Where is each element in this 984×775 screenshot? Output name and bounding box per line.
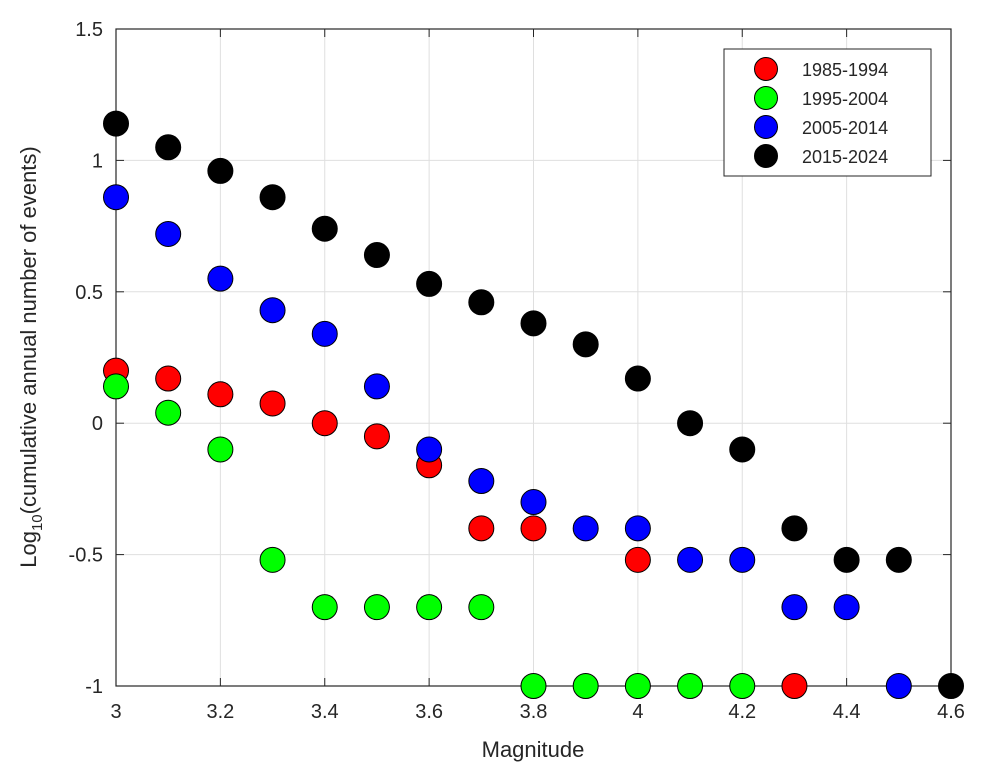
data-point xyxy=(520,515,547,542)
data-point xyxy=(677,546,704,573)
series-2005-2014 xyxy=(103,184,912,699)
x-tick-label: 4.4 xyxy=(833,701,861,723)
data-point xyxy=(520,310,547,337)
data-point xyxy=(363,423,390,450)
y-axis-label-base: Log xyxy=(16,531,41,568)
data-point xyxy=(155,220,182,247)
data-point xyxy=(677,410,704,437)
x-tick-label: 3.6 xyxy=(415,701,443,723)
y-axis-label: Log10(cumulative annual number of events… xyxy=(16,146,46,568)
series-2015-2024 xyxy=(103,110,964,699)
x-tick-label: 3.4 xyxy=(311,701,339,723)
legend-marker xyxy=(754,57,778,81)
y-axis-ticks: -1 -0.5 0 0.5 1 1.5 xyxy=(69,19,951,698)
data-point xyxy=(103,110,129,137)
data-point xyxy=(311,215,338,242)
data-point xyxy=(885,673,912,699)
y-tick-label: -0.5 xyxy=(69,545,103,567)
y-axis-label-subscript: 10 xyxy=(29,514,46,531)
data-point xyxy=(468,515,495,542)
data-point xyxy=(624,515,651,542)
data-point xyxy=(259,184,286,211)
data-point xyxy=(155,365,182,392)
data-point xyxy=(259,546,286,573)
data-point xyxy=(103,373,129,400)
data-point xyxy=(311,410,338,437)
series-1995-2004 xyxy=(103,373,756,699)
data-point xyxy=(468,289,495,316)
y-tick-label: -1 xyxy=(85,676,103,698)
data-point xyxy=(572,515,599,542)
data-point xyxy=(259,297,286,324)
data-point xyxy=(520,673,547,699)
data-point xyxy=(416,270,443,297)
legend-marker xyxy=(754,115,778,139)
data-point xyxy=(363,242,390,269)
data-point xyxy=(155,399,182,426)
data-point xyxy=(311,594,338,621)
x-tick-label: 4.6 xyxy=(937,701,965,723)
data-point xyxy=(781,594,808,621)
data-point xyxy=(259,390,286,417)
legend-marker xyxy=(754,144,778,168)
data-point xyxy=(729,546,756,573)
data-point xyxy=(572,331,599,358)
data-point xyxy=(207,265,234,292)
legend-marker xyxy=(754,86,778,110)
data-point xyxy=(781,515,808,542)
x-tick-label: 3.8 xyxy=(520,701,548,723)
y-tick-label: 1 xyxy=(92,150,103,172)
x-tick-label: 3.2 xyxy=(206,701,234,723)
data-point xyxy=(103,184,129,211)
data-point xyxy=(207,157,234,184)
x-axis-ticks: 3 3.2 3.4 3.6 3.8 4 4.2 4.4 4.6 xyxy=(110,29,965,723)
data-point xyxy=(624,546,651,573)
data-point xyxy=(729,673,756,699)
y-tick-label: 0 xyxy=(92,413,103,435)
data-point xyxy=(729,436,756,463)
legend-entry-label: 2005-2014 xyxy=(802,118,888,138)
data-point xyxy=(572,673,599,699)
data-point xyxy=(416,594,443,621)
data-point xyxy=(207,381,234,408)
legend-entry-label: 1985-1994 xyxy=(802,60,888,80)
x-axis-label: Magnitude xyxy=(482,737,585,762)
data-point xyxy=(677,673,704,699)
data-point xyxy=(311,320,338,347)
data-point xyxy=(363,373,390,400)
data-point xyxy=(468,468,495,495)
data-point xyxy=(155,134,182,161)
data-point xyxy=(624,673,651,699)
data-point xyxy=(363,594,390,621)
legend-entry-label: 1995-2004 xyxy=(802,89,888,109)
x-tick-label: 3 xyxy=(110,701,121,723)
data-point xyxy=(885,546,912,573)
data-point xyxy=(468,594,495,621)
data-point xyxy=(624,365,651,392)
data-point xyxy=(520,489,547,516)
data-point xyxy=(938,673,964,699)
legend-entry-label: 2015-2024 xyxy=(802,147,888,167)
y-tick-label: 1.5 xyxy=(75,19,103,41)
data-point xyxy=(207,436,234,463)
y-axis-label-rest: (cumulative annual number of events) xyxy=(16,146,41,514)
x-tick-label: 4.2 xyxy=(728,701,756,723)
data-point xyxy=(833,546,860,573)
x-tick-label: 4 xyxy=(632,701,643,723)
legend: 1985-1994 1995-2004 2005-2014 2015-2024 xyxy=(723,48,932,177)
data-point xyxy=(833,594,860,621)
data-points xyxy=(103,110,964,699)
y-tick-label: 0.5 xyxy=(75,282,103,304)
data-point xyxy=(416,436,443,463)
data-point xyxy=(781,673,808,699)
